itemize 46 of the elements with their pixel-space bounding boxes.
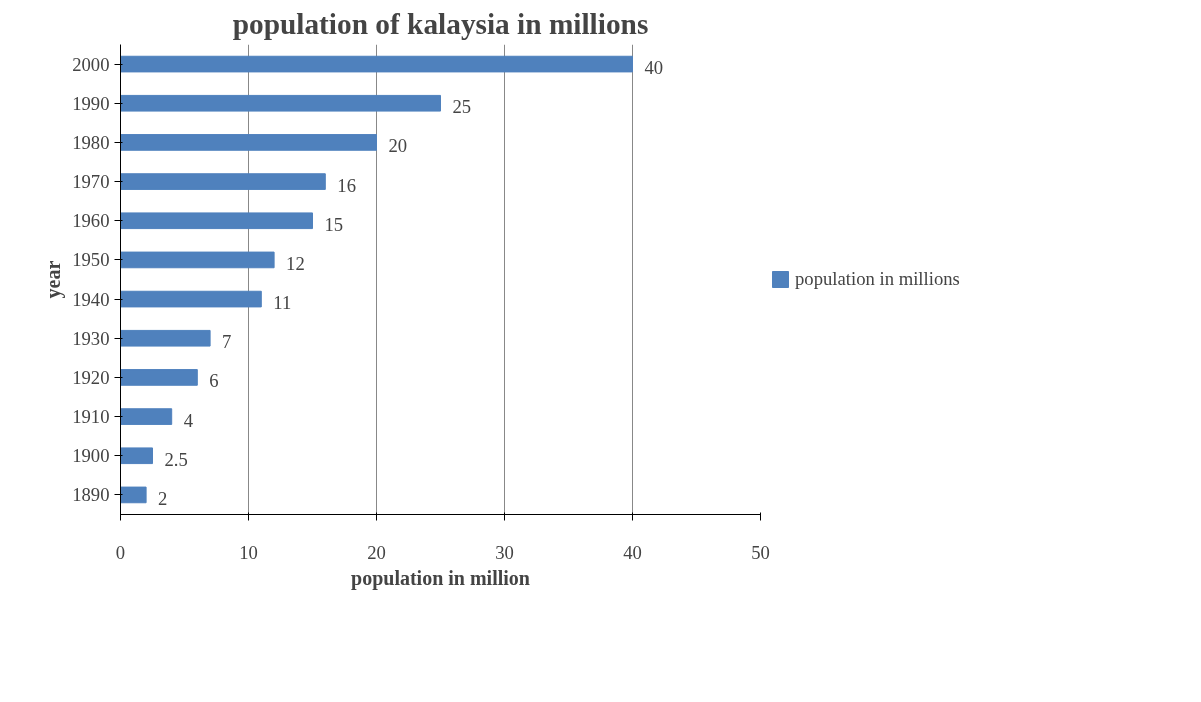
bar — [120, 173, 326, 190]
bar — [120, 251, 275, 269]
bar — [120, 212, 313, 230]
y-tick-label: 1920 — [72, 366, 110, 388]
x-tick-label: 0 — [115, 541, 126, 563]
data-label: 20 — [388, 135, 408, 157]
data-label: 4 — [183, 409, 194, 431]
y-axis-title: year — [42, 260, 66, 299]
bar — [120, 369, 198, 386]
chart-title: population of kalaysia in millions — [232, 7, 649, 40]
y-tick-label: 1910 — [72, 406, 110, 428]
y-tick-label: 1900 — [72, 445, 110, 467]
bar — [120, 55, 633, 73]
data-label: 12 — [286, 252, 305, 274]
x-tick-label: 50 — [751, 541, 770, 563]
data-label: 15 — [324, 213, 344, 235]
data-label: 25 — [452, 96, 472, 118]
y-tick-label: 1970 — [72, 171, 110, 193]
y-tick-label: 1990 — [72, 92, 110, 114]
bar — [120, 290, 262, 308]
data-label: 7 — [222, 331, 232, 353]
x-tick-label: 40 — [623, 541, 642, 563]
y-tick-label: 1960 — [72, 210, 110, 232]
x-tick-label: 10 — [239, 541, 258, 563]
x-axis-title: population in million — [351, 566, 530, 590]
bar — [120, 329, 211, 347]
x-tick-label: 20 — [367, 541, 386, 563]
bar — [120, 134, 377, 151]
data-label: 2.5 — [164, 448, 188, 470]
data-label: 16 — [337, 174, 356, 196]
y-tick-label: 1940 — [72, 288, 110, 310]
y-tick-label: 1890 — [72, 484, 110, 506]
y-tick-label: 1980 — [72, 131, 110, 153]
bar — [120, 408, 173, 425]
bar — [120, 486, 147, 504]
data-label: 6 — [209, 370, 219, 392]
data-label: 2 — [158, 487, 168, 509]
y-tick-label: 1930 — [72, 327, 110, 349]
data-label: 11 — [273, 292, 292, 314]
data-label: 40 — [644, 57, 664, 79]
x-tick-label: 30 — [495, 541, 514, 563]
legend-label: population in millions — [795, 268, 960, 290]
y-tick-label: 2000 — [72, 53, 110, 75]
bar — [120, 94, 441, 112]
bar — [120, 447, 153, 465]
y-tick-label: 1950 — [72, 249, 110, 271]
